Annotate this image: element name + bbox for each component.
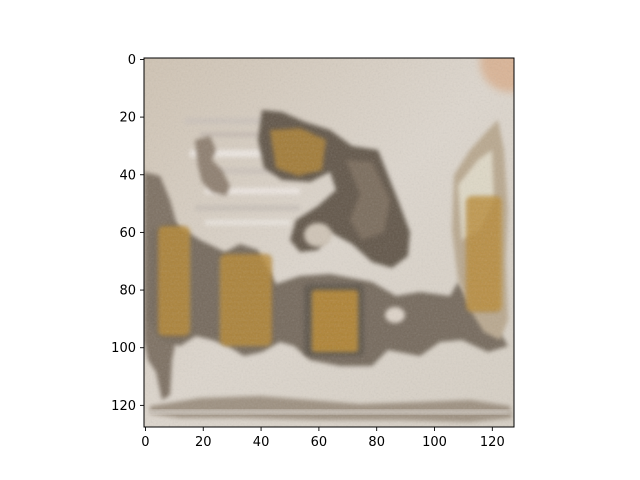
x-tick-label: 120 — [480, 435, 505, 450]
y-tick-label: 60 — [119, 226, 136, 241]
x-tick-label: 80 — [368, 435, 385, 450]
x-tick-label: 40 — [253, 435, 270, 450]
y-tick-label: 80 — [119, 284, 136, 299]
x-tick-label: 20 — [195, 435, 212, 450]
y-tick-label: 40 — [119, 168, 136, 183]
x-tick-label: 60 — [311, 435, 328, 450]
y-axis: 0 20 40 60 80 100 120 — [111, 53, 144, 414]
y-tick-label: 100 — [111, 341, 136, 356]
y-tick-label: 120 — [111, 399, 136, 414]
heatmap-image — [144, 58, 514, 427]
y-tick-label: 0 — [128, 53, 136, 68]
x-axis: 0 20 40 60 80 100 120 — [141, 427, 505, 450]
x-tick-label: 100 — [422, 435, 447, 450]
x-tick-label: 0 — [141, 435, 149, 450]
y-tick-label: 20 — [119, 111, 136, 126]
axes-frame — [143, 57, 515, 428]
